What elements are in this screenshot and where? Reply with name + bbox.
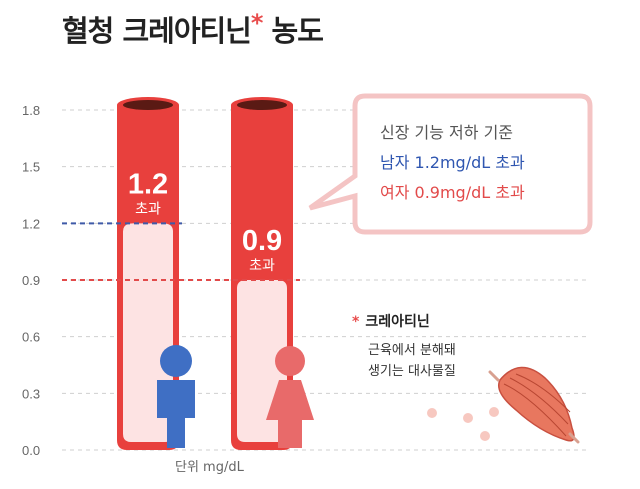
callout-male-threshold: 남자 1.2mg/dL 초과 (380, 153, 525, 172)
y-tick-label: 1.5 (22, 160, 40, 175)
bar-top-opening (237, 100, 287, 110)
y-tick-label: 0.6 (22, 330, 40, 345)
note-title-text: 크레아티닌 (365, 314, 430, 330)
y-tick-label: 1.2 (22, 216, 40, 231)
bar-value-label: 1.2 (128, 168, 168, 200)
page-title: 혈청 크레아티닌* 농도 (62, 8, 324, 50)
callout-bubble (308, 93, 593, 235)
note-line-2: 생기는 대사물질 (368, 364, 456, 379)
note-title: * 크레아티닌 (352, 311, 430, 331)
y-tick-label: 0.9 (22, 273, 40, 288)
y-tick-label: 0.3 (22, 386, 40, 401)
title-text: 혈청 크레아티닌 (62, 14, 252, 48)
unit-label: 단위 mg/dL (175, 460, 244, 475)
particle-dot (463, 413, 473, 423)
title-asterisk: * (250, 9, 264, 37)
callout-text: 신장 기능 저하 기준 남자 1.2mg/dL 초과 여자 0.9mg/dL 초… (380, 118, 525, 208)
bar-sub-label: 초과 (135, 201, 161, 217)
y-tick-label: 0.0 (22, 443, 40, 458)
threshold-lines (62, 222, 300, 281)
bar-sub-label: 초과 (249, 258, 275, 274)
muscle-icon (427, 366, 580, 444)
callout-heading: 신장 기능 저하 기준 (380, 123, 514, 142)
bar-value-label: 0.9 (242, 225, 282, 257)
people-icons (157, 345, 314, 448)
callout-female-threshold: 여자 0.9mg/dL 초과 (380, 183, 525, 202)
male-person-icon (157, 345, 195, 448)
title-tail: 농도 (262, 14, 324, 48)
particle-dot (489, 407, 499, 417)
particle-dot (427, 408, 437, 418)
note-line-1: 근육에서 분해돼 (368, 343, 456, 358)
note-body: 근육에서 분해돼 생기는 대사물질 (368, 340, 456, 382)
bar-top-opening (123, 100, 173, 110)
female-person-icon (266, 346, 314, 448)
y-axis-ticks: 0.0 0.3 0.6 0.9 1.2 1.5 1.8 (22, 103, 40, 458)
y-tick-label: 1.8 (22, 103, 40, 118)
note-asterisk: * (352, 314, 360, 330)
particle-dot (480, 431, 490, 441)
